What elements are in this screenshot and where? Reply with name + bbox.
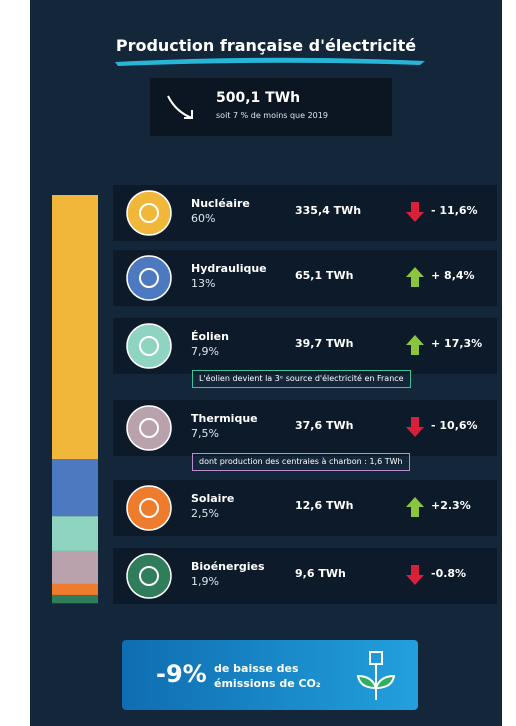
trend-arrow	[406, 335, 424, 355]
total-value: 500,1 TWh	[216, 90, 301, 106]
icon-circle	[126, 190, 172, 236]
icon-circle	[126, 323, 172, 369]
icon-glyph	[139, 268, 159, 288]
icon-glyph	[139, 498, 159, 518]
share-bar	[52, 195, 98, 604]
trend-arrow	[406, 497, 424, 517]
source-note: L'éolien devient la 3ᵉ source d'électric…	[192, 370, 411, 388]
source-production: 335,4 TWh	[295, 204, 362, 217]
trend-arrow	[406, 565, 424, 585]
source-change: + 17,3%	[431, 337, 483, 350]
footer-box: -9% de baisse des émissions de CO₂	[122, 640, 418, 710]
source-icon	[126, 485, 172, 531]
arrow-shape	[406, 267, 424, 287]
source-name: Thermique	[191, 412, 258, 425]
icon-circle	[126, 553, 172, 599]
source-production: 39,7 TWh	[295, 337, 354, 350]
source-share: 7,9%	[191, 345, 219, 358]
source-note: dont production des centrales à charbon …	[192, 453, 410, 471]
source-share: 7,5%	[191, 427, 219, 440]
source-name: Nucléaire	[191, 197, 250, 210]
icon-glyph	[139, 203, 159, 223]
source-share: 1,9%	[191, 575, 219, 588]
source-production: 12,6 TWh	[295, 499, 354, 512]
source-production: 65,1 TWh	[295, 269, 354, 282]
arrow-shape	[406, 497, 424, 517]
footer-line2: émissions de CO₂	[214, 677, 321, 690]
arrow-shape	[406, 202, 424, 222]
source-icon	[126, 255, 172, 301]
icon-glyph	[139, 418, 159, 438]
source-share: 60%	[191, 212, 216, 225]
source-production: 37,6 TWh	[295, 419, 354, 432]
panel: Production française d'électricité 500,1…	[30, 0, 502, 726]
trend-arrow	[406, 267, 424, 287]
source-icon	[126, 553, 172, 599]
source-name: Solaire	[191, 492, 235, 505]
source-name: Bioénergies	[191, 560, 265, 573]
source-share: 13%	[191, 277, 216, 290]
source-change: -0.8%	[431, 567, 467, 580]
bar-segment	[52, 583, 98, 595]
title-underline	[115, 57, 425, 66]
icon-circle	[126, 255, 172, 301]
icon-glyph	[139, 566, 159, 586]
source-icon	[126, 405, 172, 451]
arrow-icon	[167, 95, 193, 119]
source-change: + 8,4%	[431, 269, 475, 282]
trend-arrow	[406, 202, 424, 222]
bar-segment	[52, 195, 98, 459]
trend-arrow	[406, 417, 424, 437]
icon-circle	[126, 405, 172, 451]
source-icon	[126, 323, 172, 369]
title: Production française d'électricité	[115, 36, 417, 55]
source-row: Thermique 7,5% 37,6 TWh - 10,6%	[113, 400, 497, 456]
source-share: 2,5%	[191, 507, 219, 520]
bar-segment	[52, 550, 98, 584]
source-row: Éolien 7,9% 39,7 TWh + 17,3%	[113, 318, 497, 374]
arrow-shape	[406, 335, 424, 355]
source-row: Solaire 2,5% 12,6 TWh +2.3%	[113, 480, 497, 536]
total-box: 500,1 TWh soit 7 % de moins que 2019	[150, 78, 392, 136]
source-icon	[126, 190, 172, 236]
source-production: 9,6 TWh	[295, 567, 346, 580]
arrow-shape	[406, 565, 424, 585]
source-row: Bioénergies 1,9% 9,6 TWh -0.8%	[113, 548, 497, 604]
icon-circle	[126, 485, 172, 531]
bar-segment	[52, 594, 98, 604]
plant-icon	[356, 651, 396, 700]
arrow-shape	[406, 417, 424, 437]
footer-line1: de baisse des	[214, 662, 299, 675]
source-change: +2.3%	[431, 499, 471, 512]
bar-segment	[52, 516, 98, 551]
source-change: - 10,6%	[431, 419, 478, 432]
source-change: - 11,6%	[431, 204, 478, 217]
source-row: Nucléaire 60% 335,4 TWh - 11,6%	[113, 185, 497, 241]
footer-big: -9%	[156, 660, 207, 688]
source-name: Hydraulique	[191, 262, 267, 275]
source-row: Hydraulique 13% 65,1 TWh + 8,4%	[113, 250, 497, 306]
bar-segment	[52, 459, 98, 517]
total-note: soit 7 % de moins que 2019	[216, 111, 328, 120]
source-name: Éolien	[191, 330, 229, 343]
icon-glyph	[139, 336, 159, 356]
